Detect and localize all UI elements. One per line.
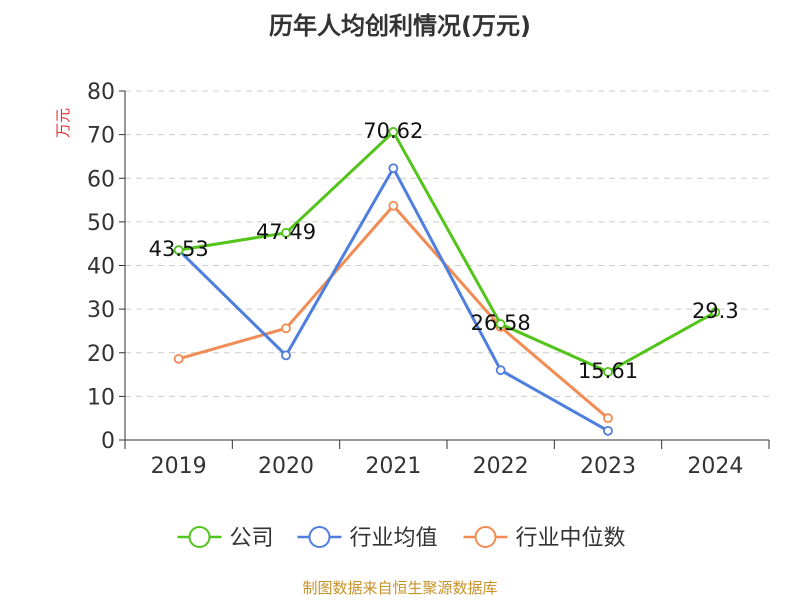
data-point [603, 367, 613, 377]
data-point [388, 200, 399, 211]
data-label: 29.3 [692, 299, 739, 323]
source-note: 制图数据来自恒生聚源数据库 [302, 579, 497, 597]
series-layer [173, 127, 721, 436]
y-tick-label: 0 [101, 429, 115, 454]
data-point [388, 127, 399, 137]
data-label: 26.58 [471, 311, 531, 335]
data-label: 43.53 [149, 237, 209, 261]
data-point [281, 350, 291, 361]
chart-title: 历年人均创利情况(万元) [269, 12, 531, 40]
series-2 [173, 200, 613, 424]
y-tick-label: 20 [87, 342, 115, 367]
legend: 公司 行业均值 行业中位数 [177, 526, 626, 551]
y-axis-label: 万元 [54, 108, 72, 138]
legend-label: 行业均值 [350, 526, 438, 551]
data-labels: 43.53 47.49 70.62 26.58 15.61 29.3 [149, 119, 739, 383]
legend-marker [308, 526, 331, 548]
series-0 [173, 127, 721, 377]
data-label: 70.62 [363, 119, 423, 143]
x-tick-label: 2022 [473, 454, 529, 479]
data-point [603, 425, 613, 436]
legend-item[interactable]: 公司 [177, 526, 274, 551]
y-tick-label: 80 [87, 80, 115, 105]
data-label: 15.61 [578, 359, 638, 383]
legend-label: 行业中位数 [516, 526, 626, 551]
x-tick-label: 2019 [151, 454, 207, 479]
legend-item[interactable]: 行业均值 [297, 526, 438, 551]
data-point [173, 353, 184, 364]
legend-marker [188, 526, 211, 548]
data-point [495, 365, 506, 376]
legend-marker [474, 526, 497, 548]
data-point [281, 227, 291, 238]
y-tick-label: 10 [87, 385, 115, 410]
x-tick-label: 2023 [580, 454, 636, 479]
y-tick-label: 30 [87, 298, 115, 323]
data-label: 47.49 [256, 220, 316, 244]
x-tick-label: 2021 [365, 454, 421, 479]
x-tick-label: 2024 [687, 454, 743, 479]
y-tick-label: 60 [87, 167, 115, 192]
data-point [603, 413, 613, 424]
axes: 0 10 20 30 40 50 60 70 80 2019 2020 2021 2022 2023 202… [87, 80, 770, 479]
data-point [281, 323, 291, 334]
legend-label: 公司 [230, 526, 274, 551]
x-tick-label: 2020 [258, 454, 314, 479]
data-point [495, 319, 506, 329]
y-tick-label: 50 [87, 211, 115, 236]
y-tick-label: 40 [87, 255, 115, 280]
series-line [178, 130, 717, 374]
legend-item[interactable]: 行业中位数 [463, 526, 626, 551]
data-point [710, 307, 721, 318]
data-point [173, 245, 184, 256]
y-tick-label: 70 [87, 124, 115, 149]
data-point [388, 163, 399, 174]
